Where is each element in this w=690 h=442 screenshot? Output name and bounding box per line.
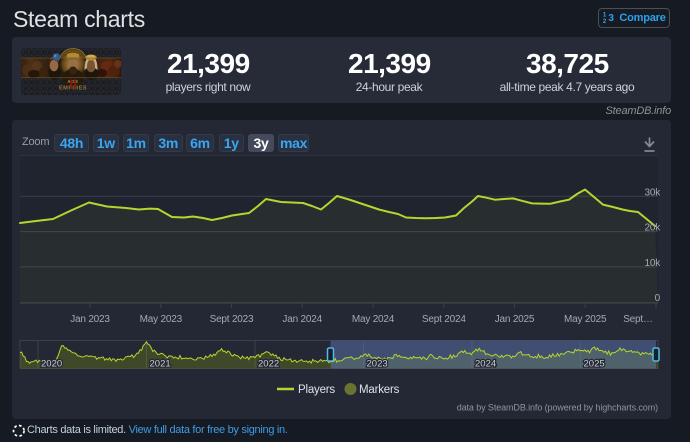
svg-text:Markers: Markers (359, 384, 400, 396)
svg-text:Jan 2025: Jan 2025 (495, 314, 535, 325)
svg-text:2022: 2022 (258, 359, 279, 370)
svg-text:Sept 2023: Sept 2023 (210, 314, 254, 325)
svg-text:May 2025: May 2025 (564, 314, 607, 325)
svg-text:20k: 20k (644, 223, 661, 234)
svg-text:2: 2 (603, 18, 607, 24)
svg-text:May 2023: May 2023 (140, 314, 183, 325)
svg-text:2024: 2024 (475, 359, 496, 370)
svg-text:AGE: AGE (67, 79, 78, 84)
svg-text:II: II (69, 76, 77, 92)
svg-text:3: 3 (609, 13, 615, 24)
svg-text:May 2024: May 2024 (352, 314, 395, 325)
svg-text:2023: 2023 (367, 359, 388, 370)
svg-text:Players: Players (298, 384, 335, 396)
svg-text:Sept 2024: Sept 2024 (422, 314, 466, 325)
svg-text:EMPIRES: EMPIRES (59, 86, 87, 92)
svg-text:2025: 2025 (584, 359, 605, 370)
svg-text:30k: 30k (644, 187, 661, 198)
svg-text:data by SteamDB.info (powered: data by SteamDB.info (powered by highcha… (457, 403, 658, 413)
svg-text:Jan 2024: Jan 2024 (282, 314, 322, 325)
svg-text:1: 1 (603, 12, 607, 19)
svg-text:0: 0 (655, 293, 661, 304)
svg-text:Sept…: Sept… (623, 314, 653, 325)
svg-text:2020: 2020 (41, 359, 62, 370)
svg-text:2021: 2021 (150, 359, 171, 370)
svg-text:Jan 2023: Jan 2023 (70, 314, 110, 325)
svg-text:10k: 10k (644, 258, 661, 269)
